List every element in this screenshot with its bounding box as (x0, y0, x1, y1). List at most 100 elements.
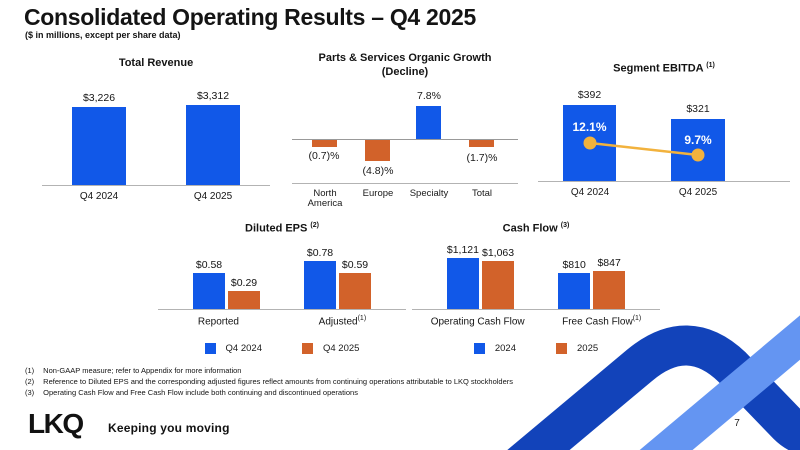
bar-value-label: $1,121 (446, 244, 479, 257)
category-label: Q4 2025 (193, 190, 233, 202)
bar-value-label: $0.58 (195, 259, 223, 272)
legend-label: Q4 2024 (225, 342, 262, 354)
bar-column: $0.59 (339, 259, 371, 310)
bar-group-reported: $0.58 $0.29 (193, 259, 260, 310)
bar-value-label: $321 (686, 103, 710, 116)
bar-value-label: $392 (577, 89, 602, 102)
brand-tagline: Keeping you moving (108, 421, 230, 435)
bar-column: $810 (558, 259, 591, 310)
bar-value-label: $0.29 (230, 277, 258, 290)
category-axis: Q4 2024 Q4 2025 (538, 187, 790, 201)
bar-2024 (304, 261, 336, 310)
bar-q4-2025 (186, 104, 240, 185)
page-subtitle: ($ in millions, except per share data) (25, 30, 181, 40)
bar-column: $847 (593, 257, 626, 310)
bar-column: $0.58 (193, 259, 225, 310)
footnote-marker: (2) (25, 376, 35, 386)
chart-parts-services-growth: Parts & Services Organic Growth (Decline… (292, 52, 518, 210)
bar-column: $0.78 (304, 247, 336, 310)
legend-swatch-blue (204, 342, 216, 354)
category-label: Free Cash Flow(1) (562, 315, 642, 328)
margin-trend-line (583, 136, 705, 162)
legend-label: 2024 (494, 342, 516, 354)
bar-group-adjusted: $0.78 $0.59 (304, 247, 371, 310)
page-number: 7 (734, 418, 740, 429)
bar-value-label: (4.8)% (362, 164, 394, 177)
bar-europe (365, 139, 390, 161)
category-label: Q4 2025 (678, 187, 718, 199)
zero-axis-line (292, 138, 518, 140)
legend-swatch-orange (556, 342, 567, 354)
bar-2024 (193, 273, 225, 310)
chart-title: Segment EBITDA (1) (538, 62, 790, 76)
bar-value-label: $0.78 (306, 247, 334, 260)
chart-title: Total Revenue (118, 57, 194, 69)
footnote-text: Reference to Diluted EPS and the corresp… (43, 376, 514, 386)
bar-value-label: $3,226 (82, 91, 116, 104)
chart-title-footnote-ref: (3) (560, 222, 570, 229)
chart-total-revenue: Total Revenue $3,226 $3,312 Q4 2024 Q4 2… (42, 57, 270, 202)
bar-north-america (312, 139, 337, 147)
chart-title-text: Segment EBITDA (613, 62, 704, 75)
category-axis: Reported Adjusted(1) (158, 315, 406, 327)
legend-swatch-orange (302, 342, 313, 354)
footnote-3: (3) Operating Cash Flow and Free Cash Fl… (25, 388, 513, 399)
plot-area: 7.8% (0.7)% (4.8)% (1.7)% (292, 88, 518, 184)
bar-group-operating-cash-flow: $1,121 $1,063 (446, 244, 515, 310)
chart-title: Cash Flow (3) (412, 222, 660, 236)
category-label: Specialty (409, 187, 449, 199)
legend-swatch-blue (473, 342, 485, 354)
footnote-marker: (3) (25, 387, 35, 397)
margin-pct-label: 12.1% (572, 120, 607, 135)
line-segment (589, 142, 699, 157)
bar-total (469, 139, 494, 147)
category-label: Adjusted(1) (318, 315, 367, 328)
category-label: Reported (197, 316, 239, 328)
footnotes: (1) Non-GAAP measure; refer to Appendix … (25, 366, 513, 399)
page-title: Consolidated Operating Results – Q4 2025 (24, 4, 476, 30)
footnote-text: Operating Cash Flow and Free Cash Flow i… (43, 387, 358, 397)
chart-title-footnote-ref: (2) (310, 222, 319, 229)
bar-value-label: $847 (597, 257, 621, 270)
chart-title-footnote-ref: (1) (706, 62, 715, 69)
category-label: Q4 2024 (79, 190, 119, 202)
chart-diluted-eps: Diluted EPS (2) $0.58 $0.29 $0.78 (158, 222, 406, 354)
bar-2025 (339, 273, 371, 310)
category-axis: North America Europe Specialty Total (292, 184, 518, 210)
bar-2025 (593, 271, 626, 310)
category-axis: Operating Cash Flow Free Cash Flow(1) (412, 315, 660, 327)
chart-title: Parts & Services Organic Growth (Decline… (318, 52, 492, 78)
bar-2024 (558, 273, 591, 310)
legend: 2024 2025 (412, 342, 660, 354)
bar-column: $3,226 (72, 92, 126, 185)
bar-value-label: $1,063 (482, 247, 515, 260)
bar-value-label: 7.8% (417, 89, 441, 102)
footnote-text: Non-GAAP measure; refer to Appendix for … (43, 366, 242, 375)
category-axis: Q4 2024 Q4 2025 (42, 191, 270, 202)
category-label: Europe (362, 187, 394, 199)
footnote-1: (1) Non-GAAP measure; refer to Appendix … (25, 366, 513, 377)
chart-segment-ebitda: Segment EBITDA (1) $392 $321 12.1% 9.7% … (538, 62, 790, 201)
category-label: Total (471, 187, 493, 199)
decor-dark-curve (507, 325, 800, 450)
lkq-logo: LKQ (28, 408, 84, 439)
footnote-2: (2) Reference to Diluted EPS and the cor… (25, 377, 513, 388)
margin-pct-label: 9.7% (684, 133, 712, 148)
bar-specialty (416, 105, 441, 139)
bar-2025 (482, 261, 515, 310)
bar-value-label: (1.7)% (466, 151, 498, 164)
category-label: Operating Cash Flow (430, 316, 525, 328)
bar-column: $0.29 (228, 277, 260, 310)
decor-light-stripe (639, 315, 800, 450)
bar-2025 (228, 291, 260, 310)
legend-label: Q4 2025 (323, 342, 360, 354)
bar-value-label: $3,312 (196, 89, 230, 102)
line-marker (583, 136, 597, 150)
footnote-marker: (1) (25, 366, 35, 375)
bar-value-label: $0.59 (341, 259, 369, 272)
chart-title: Diluted EPS (2) (158, 222, 406, 236)
plot-area: $392 $321 12.1% 9.7% (538, 89, 790, 183)
category-label: North America (307, 187, 343, 210)
bar-value-label: $810 (562, 259, 586, 272)
